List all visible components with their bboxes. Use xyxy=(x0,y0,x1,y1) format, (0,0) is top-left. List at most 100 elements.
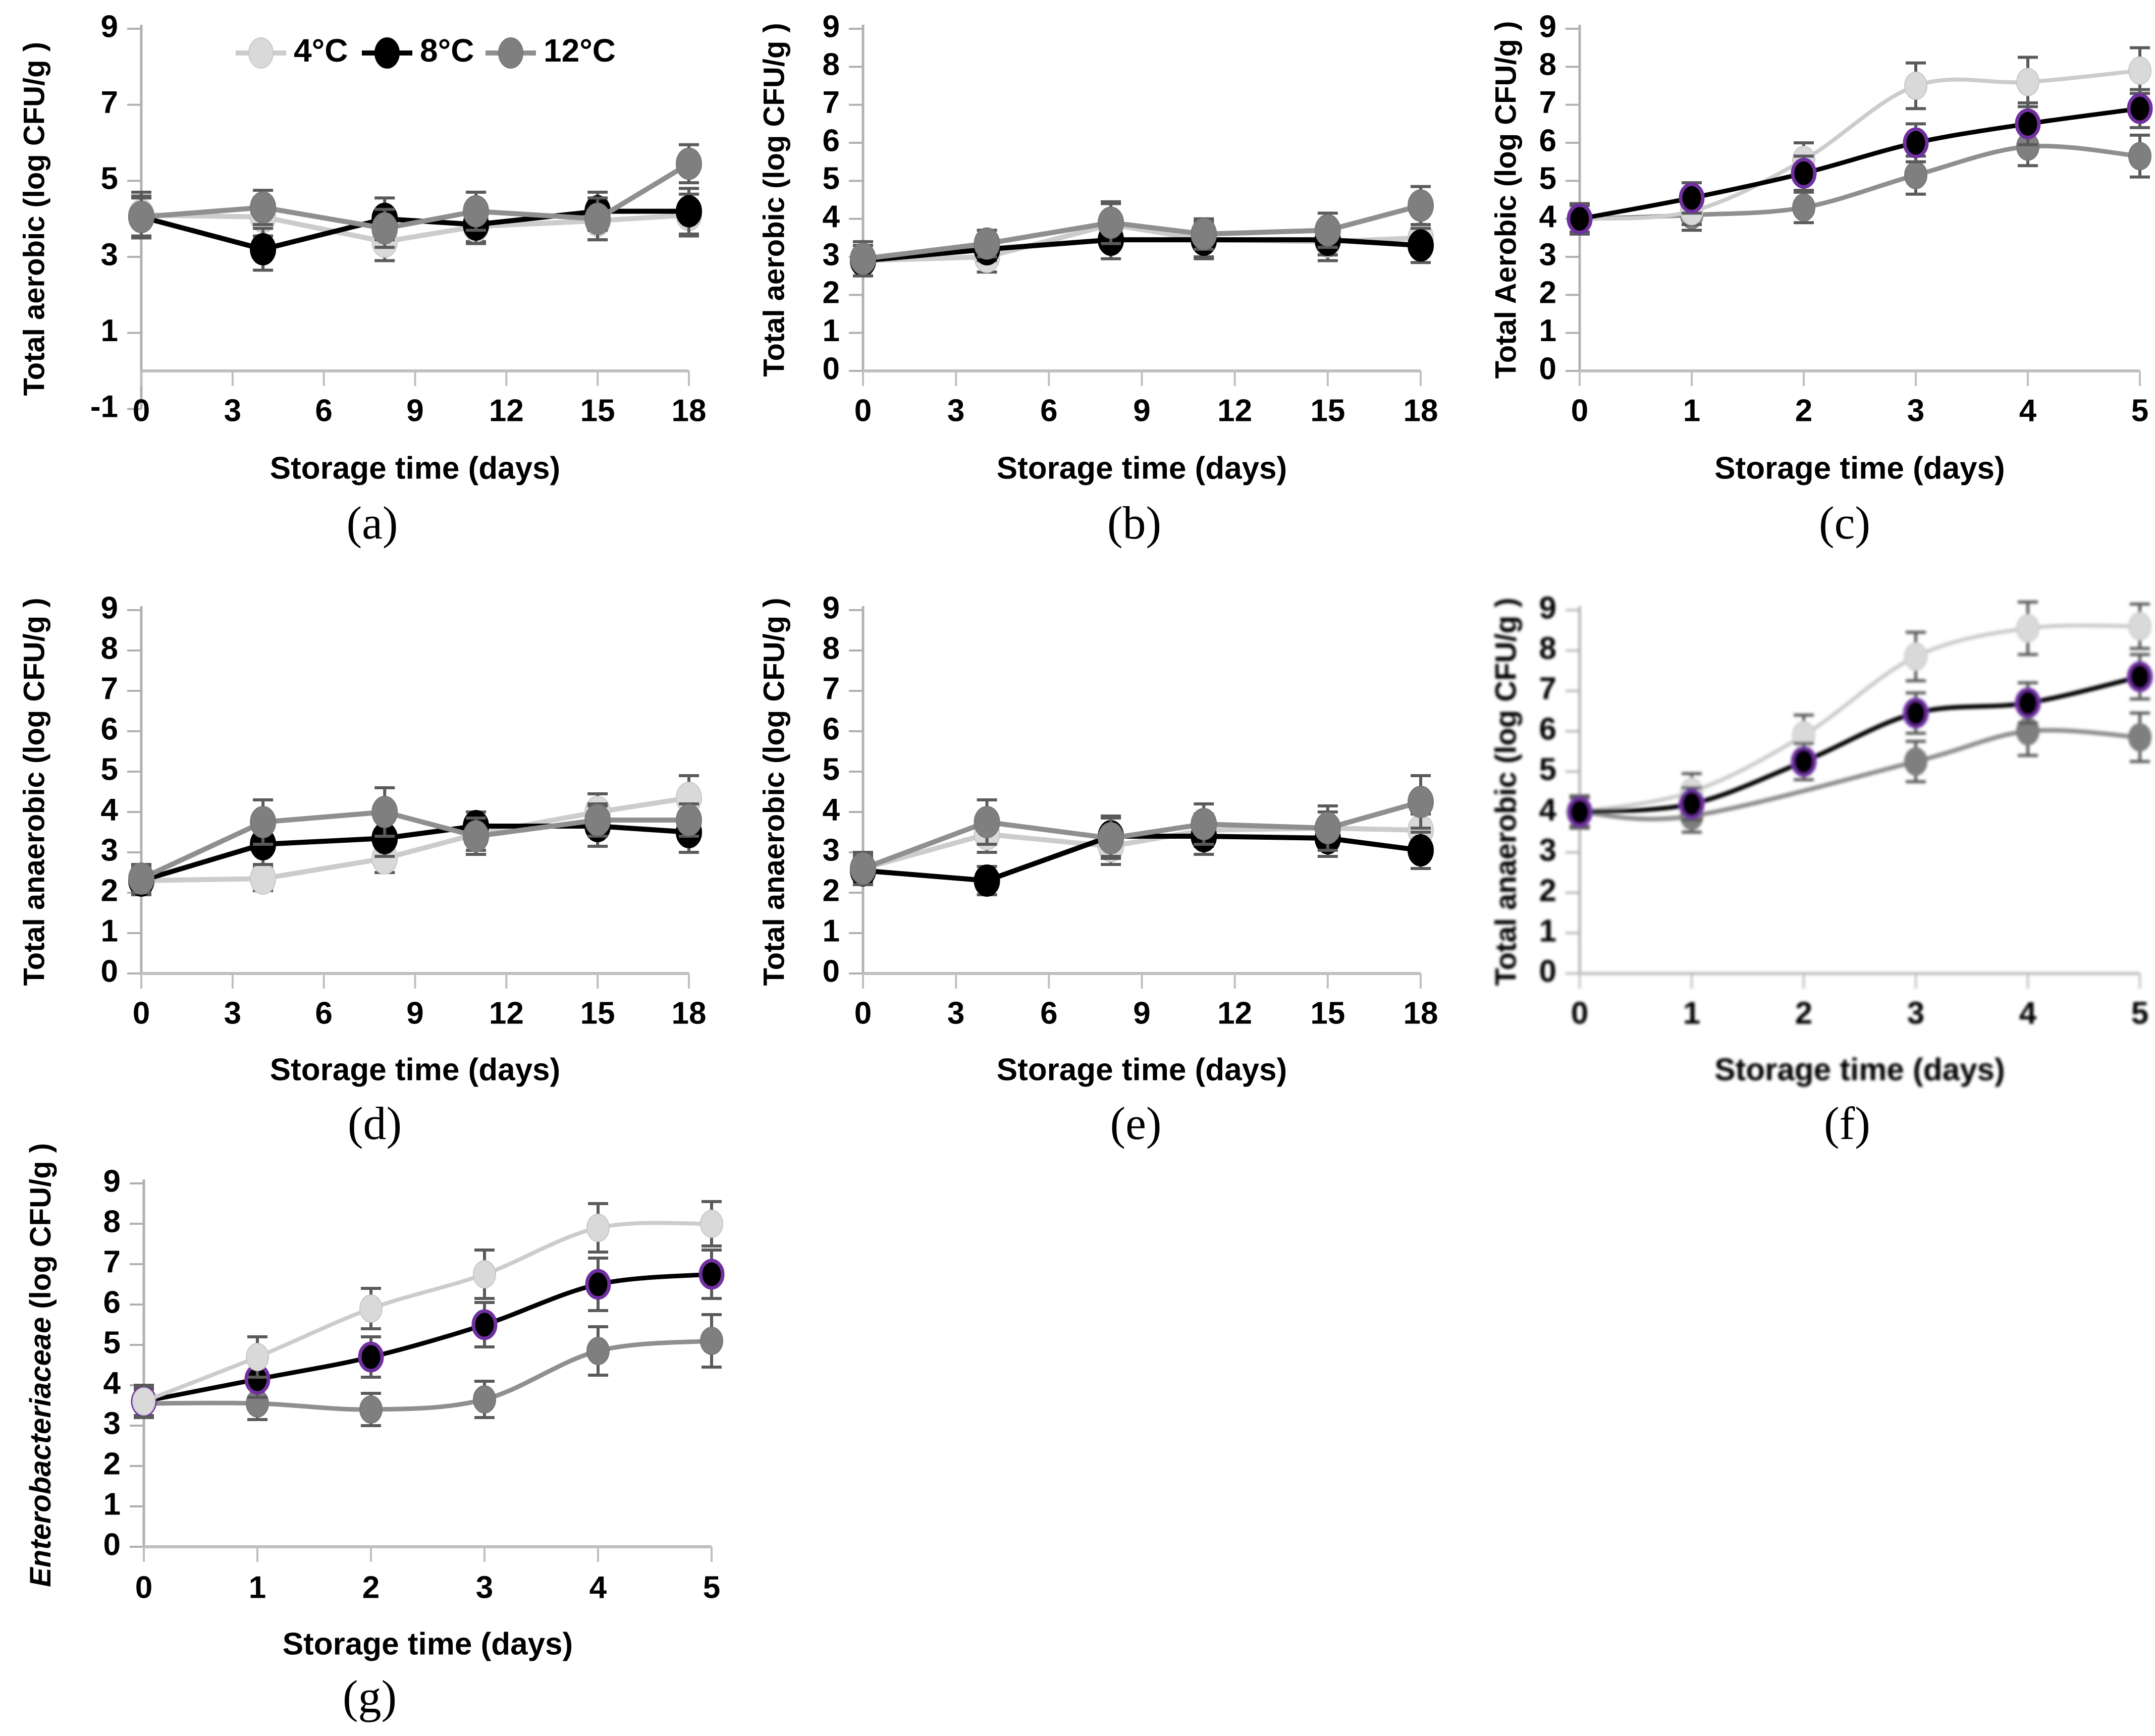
data-point-marker xyxy=(586,1337,610,1365)
data-point-marker xyxy=(1904,642,1927,671)
x-axis-title: Storage time (days) xyxy=(270,451,560,485)
data-point-marker xyxy=(676,195,702,228)
x-tick-label: 9 xyxy=(1133,393,1150,428)
series-8c xyxy=(128,187,702,272)
data-point-marker xyxy=(1408,834,1434,866)
data-point-marker xyxy=(584,804,611,836)
x-tick-label: 3 xyxy=(1907,996,1924,1030)
series-line xyxy=(863,203,1422,261)
series-line xyxy=(1579,728,2140,822)
y-tick-label: 9 xyxy=(823,590,840,625)
y-tick-label: 3 xyxy=(823,833,840,867)
data-point-marker xyxy=(1679,182,1705,213)
series-line xyxy=(140,824,689,883)
y-tick-label: 0 xyxy=(103,1527,121,1562)
y-tick-label: 2 xyxy=(823,873,840,908)
x-tick-label: 3 xyxy=(1907,393,1924,428)
data-point-marker xyxy=(2128,142,2151,171)
data-point-marker xyxy=(371,796,398,828)
y-tick-label: 6 xyxy=(1539,123,1556,158)
series-12c xyxy=(132,1313,723,1427)
series-12c xyxy=(850,774,1434,886)
x-tick-label: 18 xyxy=(672,996,707,1030)
data-point-marker xyxy=(359,1395,383,1424)
legend-marker-icon xyxy=(248,37,274,69)
x-tick-label: 1 xyxy=(1683,996,1700,1030)
x-tick-label: 0 xyxy=(854,393,872,428)
x-tick-label: 0 xyxy=(133,393,150,428)
chart-g: 0 1 2 3 4 5 6 7 8 9 0 1 2 3 4 5 Enterobacteriaceae (log … xyxy=(24,1143,725,1661)
y-tick-label: 5 xyxy=(101,161,118,196)
series-8c xyxy=(1567,653,2153,828)
data-point-marker xyxy=(250,806,277,838)
data-point-marker xyxy=(1792,193,1815,222)
legend-marker-icon xyxy=(374,37,400,69)
data-point-marker xyxy=(250,233,277,265)
y-tick-label: 7 xyxy=(1539,671,1556,706)
x-tick-label: 15 xyxy=(1310,996,1345,1030)
data-point-marker xyxy=(1314,214,1341,247)
x-tick-label: 5 xyxy=(703,1570,720,1605)
data-point-marker xyxy=(250,862,277,895)
series-line xyxy=(143,1221,712,1403)
data-point-marker xyxy=(1904,72,1927,100)
y-tick-label: 8 xyxy=(1539,47,1556,82)
x-tick-label: 2 xyxy=(1795,996,1812,1030)
data-point-marker xyxy=(850,852,876,885)
y-tick-label: 2 xyxy=(101,873,118,908)
y-tick-label: 1 xyxy=(101,313,118,348)
series-line xyxy=(1579,106,2140,222)
x-tick-label: 18 xyxy=(1404,393,1438,428)
x-tick-label: 18 xyxy=(672,393,707,428)
y-tick-label: 7 xyxy=(103,1244,121,1279)
series-12c xyxy=(128,143,702,249)
data-point-marker xyxy=(2128,723,2151,751)
y-tick-label: 9 xyxy=(1539,9,1556,44)
y-tick-label: 4 xyxy=(823,199,840,234)
x-tick-label: 6 xyxy=(1040,996,1057,1030)
y-tick-label: 9 xyxy=(103,1164,121,1199)
data-point-marker xyxy=(1903,127,1929,158)
x-tick-label: 4 xyxy=(589,1570,607,1605)
x-tick-label: 18 xyxy=(1404,996,1438,1030)
chart-a: -1 1 3 5 7 9 0 3 6 9 12 15 18 Total aerobic (log CFU/… xyxy=(18,9,706,485)
series-line xyxy=(141,795,689,883)
data-point-marker xyxy=(974,864,1000,897)
data-point-marker xyxy=(463,820,490,852)
data-point-marker xyxy=(1191,218,1217,250)
y-tick-label: 6 xyxy=(823,123,840,158)
x-axis-title: Storage time (days) xyxy=(1714,451,2005,485)
legend-label: 12°C xyxy=(544,32,616,69)
x-tick-label: 0 xyxy=(135,1570,152,1605)
x-tick-label: 3 xyxy=(224,393,241,428)
data-point-marker xyxy=(698,1259,725,1290)
chart-f: 0 1 2 3 4 5 6 7 8 9 0 1 2 3 4 5 Total anaerobic (log CFU… xyxy=(1489,590,2153,1087)
data-point-marker xyxy=(585,1269,611,1300)
panel-letter-b: (b) xyxy=(1107,497,1161,549)
x-axis-title: Storage time (days) xyxy=(1714,1052,2005,1087)
y-tick-label: 7 xyxy=(823,85,840,120)
y-tick-label: 7 xyxy=(101,671,118,706)
data-point-marker xyxy=(250,191,277,224)
y-tick-label: 9 xyxy=(1539,590,1556,625)
y-tick-label: 3 xyxy=(101,237,118,272)
series-line xyxy=(141,212,689,244)
x-tick-label: 0 xyxy=(133,996,150,1030)
x-tick-label: 0 xyxy=(854,996,872,1030)
y-tick-label: 9 xyxy=(101,9,118,44)
data-point-marker xyxy=(1904,747,1927,776)
y-tick-label: 7 xyxy=(823,671,840,706)
legend-label: 4°C xyxy=(294,32,348,69)
x-tick-label: 4 xyxy=(2019,996,2037,1030)
data-point-marker xyxy=(1679,788,1705,820)
y-tick-label: 4 xyxy=(823,792,840,827)
legend-label: 8°C xyxy=(420,32,474,69)
y-axis-title: Total aerobic (log CFU/g ) xyxy=(18,42,50,396)
y-tick-label: 1 xyxy=(823,313,840,348)
data-point-marker xyxy=(2128,56,2151,85)
data-point-marker xyxy=(1904,161,1927,190)
x-tick-label: 12 xyxy=(489,393,524,428)
